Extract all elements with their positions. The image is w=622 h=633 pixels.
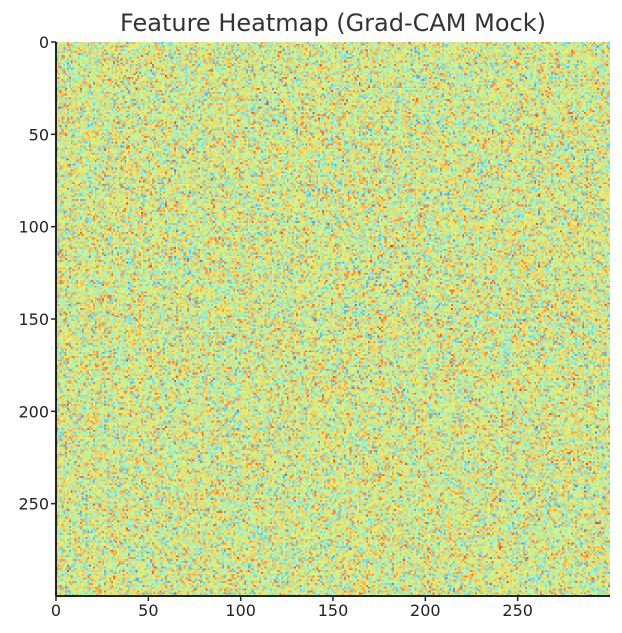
y-tick-label: 100 (18, 218, 49, 237)
y-tick-label: 150 (18, 310, 49, 329)
heatmap-cells (56, 42, 610, 596)
y-axis-ticks: 0 50 100 150 200 250 (18, 33, 56, 514)
y-tick-label: 0 (39, 33, 49, 52)
x-tick-label: 50 (138, 601, 158, 620)
x-tick-label: 250 (502, 601, 533, 620)
chart-title: Feature Heatmap (Grad-CAM Mock) (120, 9, 546, 37)
y-tick-label: 200 (18, 402, 49, 421)
y-tick-label: 50 (29, 125, 49, 144)
x-tick-label: 200 (410, 601, 441, 620)
plot-area (56, 42, 610, 596)
x-tick-label: 100 (225, 601, 256, 620)
heatmap-canvas-holder (56, 42, 610, 596)
x-tick-label: 150 (318, 601, 349, 620)
x-tick-label: 0 (51, 601, 61, 620)
x-axis-ticks: 0 50 100 150 200 250 (51, 596, 533, 620)
y-tick-label: 250 (18, 495, 49, 514)
